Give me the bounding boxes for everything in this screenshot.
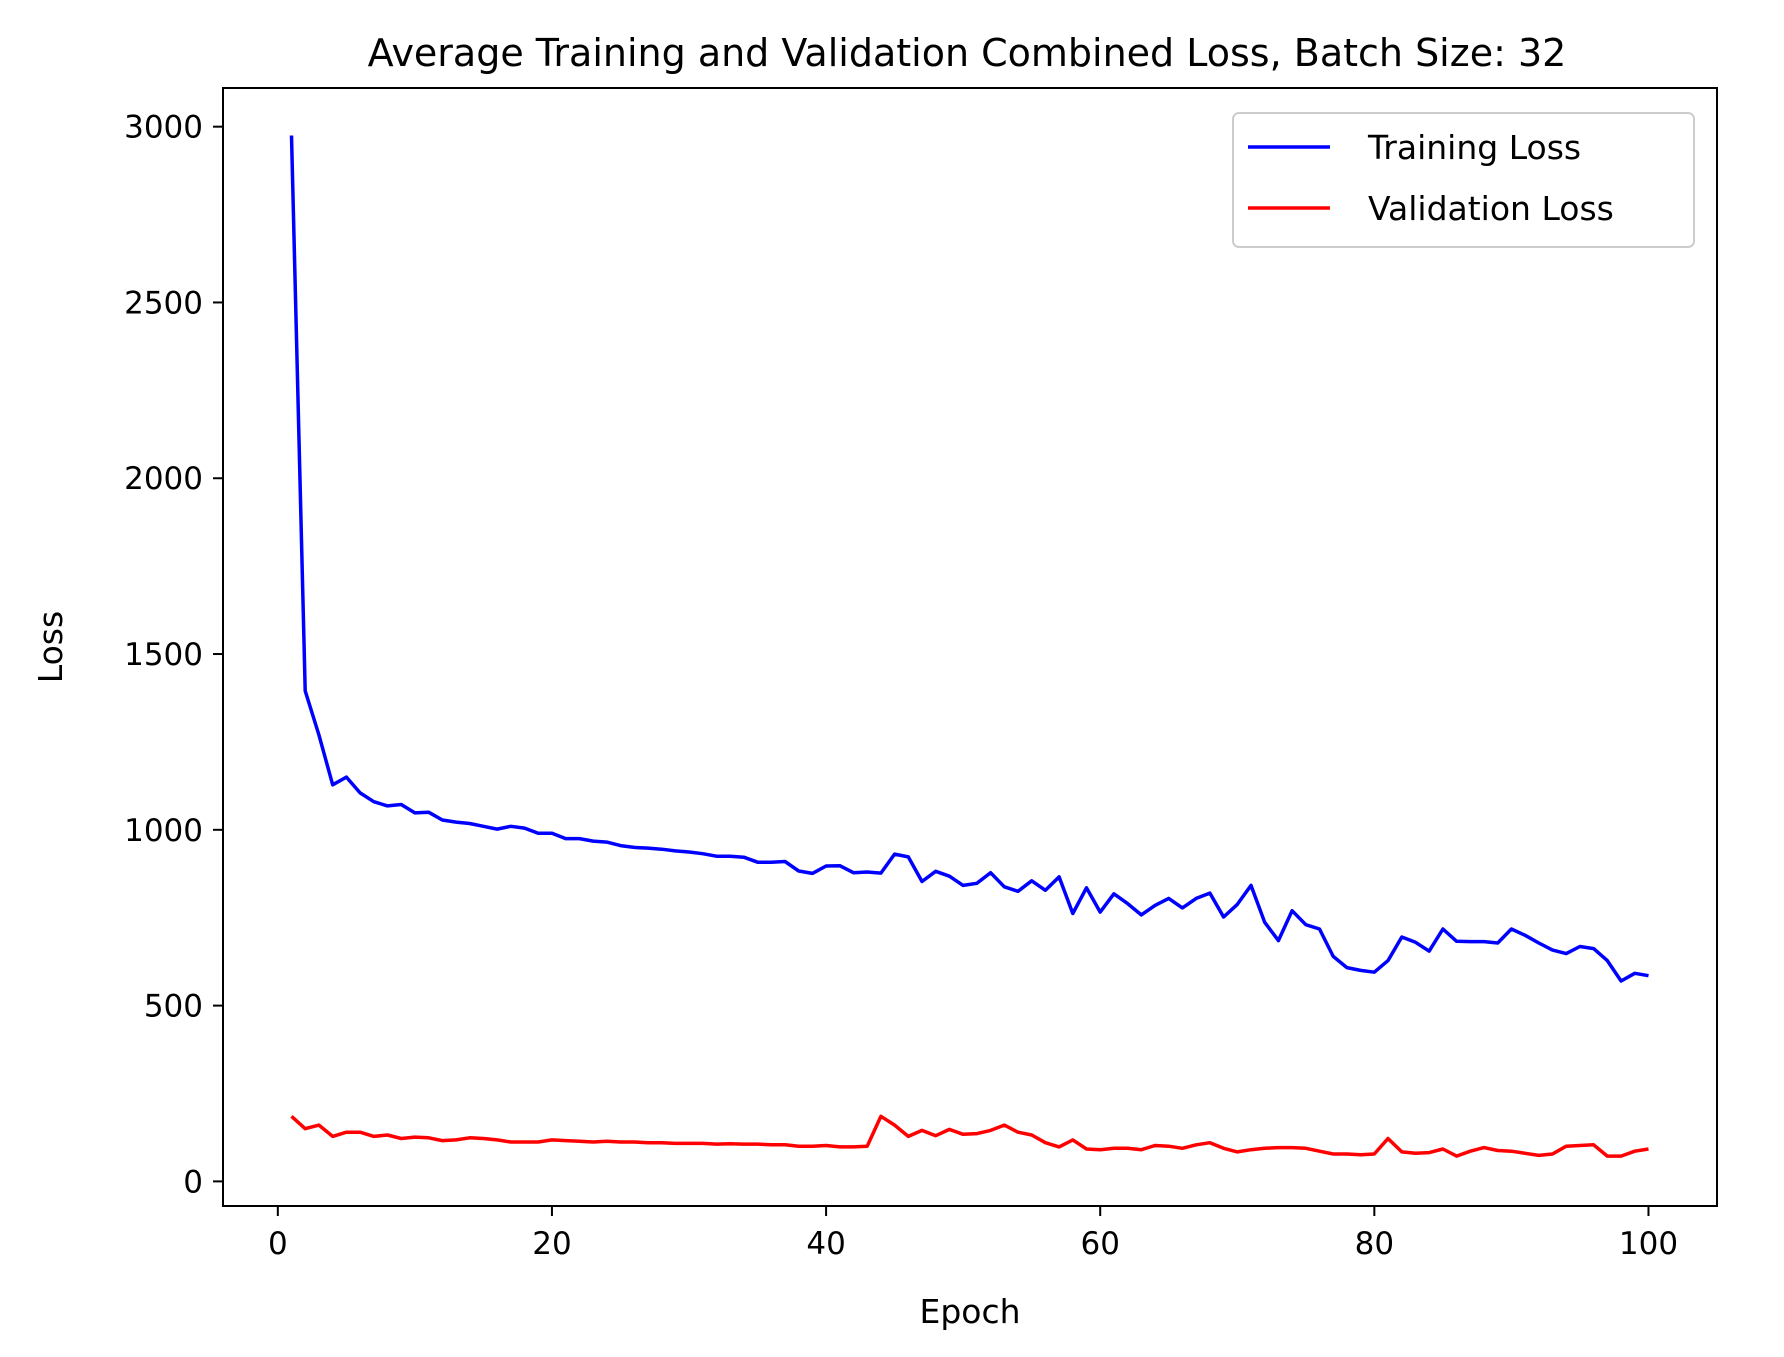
legend-box — [1232, 112, 1695, 248]
y-tick-label: 0 — [183, 1164, 203, 1200]
legend-label-validation-loss: Validation Loss — [1368, 189, 1614, 228]
chart-title: Average Training and Validation Combined… — [368, 31, 1567, 75]
series-line-training-loss — [289, 135, 1649, 983]
y-tick-label: 2500 — [124, 285, 203, 321]
series-line-validation-loss — [290, 1114, 1649, 1158]
y-tick-label: 1000 — [124, 813, 203, 849]
x-tick-label: 80 — [1355, 1226, 1394, 1262]
y-tick-label: 500 — [144, 989, 203, 1025]
legend: Training Loss Validation Loss — [1232, 112, 1695, 248]
x-tick-label: 20 — [532, 1226, 571, 1262]
plot-frame — [222, 87, 1718, 1207]
legend-label-training-loss: Training Loss — [1367, 128, 1581, 167]
series-layer — [289, 135, 1649, 1158]
y-axis-label: Loss — [31, 611, 70, 683]
x-tick-label: 60 — [1080, 1226, 1119, 1262]
x-tick-label: 40 — [806, 1226, 845, 1262]
y-axis: 0 500 1000 1500 2000 2500 3000 — [124, 110, 223, 1200]
y-tick-label: 1500 — [124, 637, 203, 673]
y-tick-label: 2000 — [124, 461, 203, 497]
x-tick-label: 100 — [1619, 1226, 1678, 1262]
x-axis: 0 20 40 60 80 100 — [268, 1206, 1678, 1262]
x-axis-label: Epoch — [919, 1292, 1020, 1331]
y-tick-label: 3000 — [124, 110, 203, 146]
x-tick-label: 0 — [268, 1226, 288, 1262]
